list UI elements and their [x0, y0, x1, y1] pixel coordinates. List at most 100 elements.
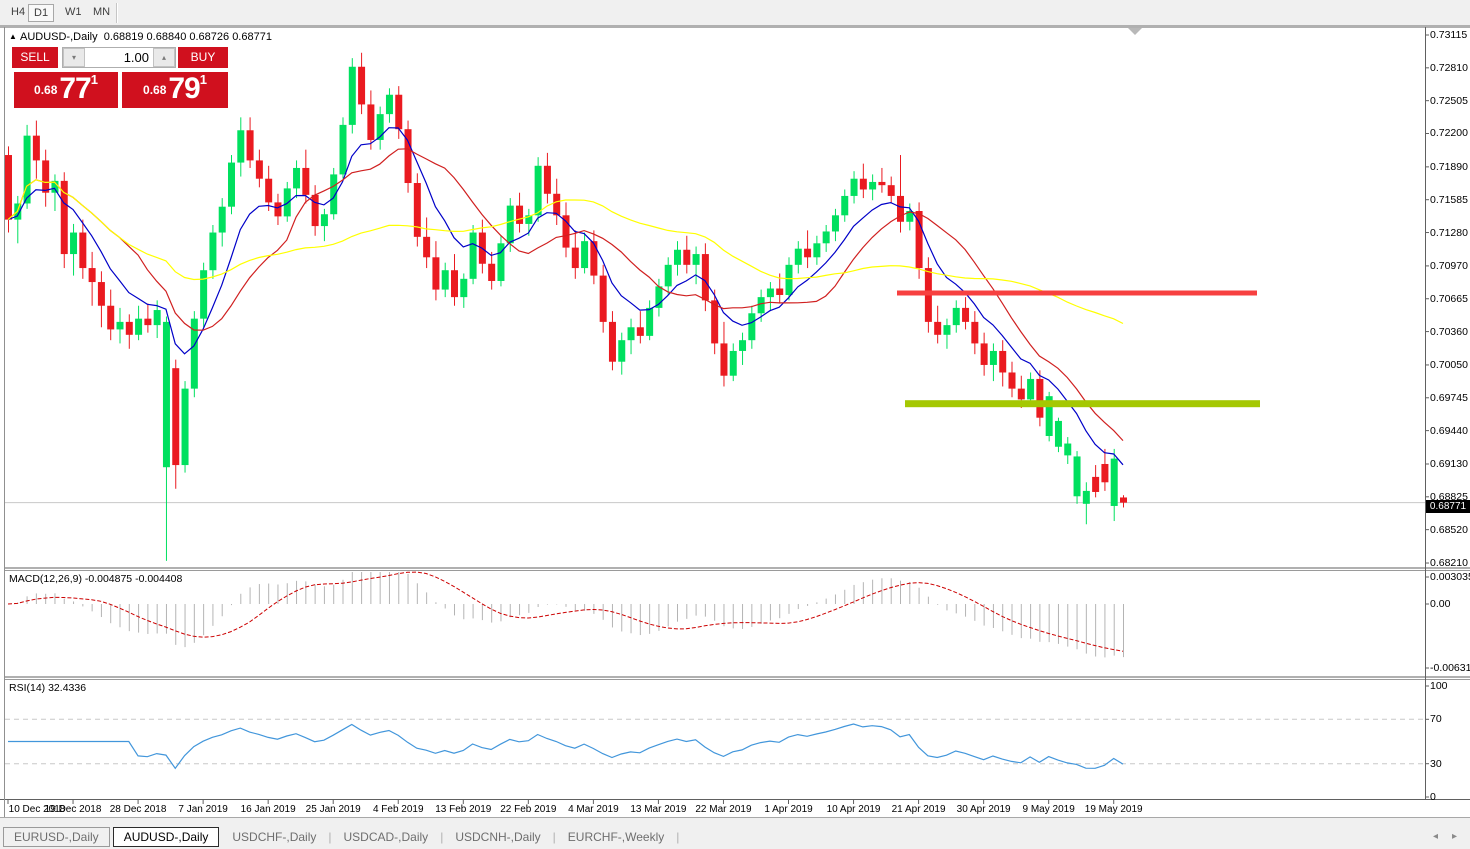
price-axis-label: 0.69130 [1430, 457, 1468, 470]
chart-tab-usdchf[interactable]: USDCHF-,Daily [232, 829, 317, 844]
date-axis-label: 19 May 2019 [1084, 804, 1143, 815]
date-axis-label: 25 Jan 2019 [305, 804, 361, 815]
candle-body [218, 206, 226, 233]
candle-body [23, 135, 31, 204]
date-axis-label: 19 Dec 2018 [44, 804, 102, 815]
candle-body [1064, 443, 1072, 456]
chart-shift-marker-icon [1128, 28, 1142, 35]
buy-price-button[interactable]: 0.68791 [122, 72, 228, 108]
timeframe-button-w1[interactable]: W1 [65, 6, 82, 18]
candle-body [228, 162, 236, 207]
candle-body [320, 214, 328, 227]
candle-body [153, 310, 161, 326]
chart-tab-usdcad[interactable]: USDCAD-,Daily [343, 829, 429, 844]
candle-body [822, 231, 830, 244]
candle-body [488, 263, 496, 281]
candle-body [1101, 463, 1109, 483]
candle-body [850, 178, 858, 196]
candle-body [869, 181, 877, 190]
candle-body [125, 321, 133, 335]
collapse-triangle-icon[interactable]: ▲ [9, 32, 17, 41]
price-axis-label: 0.71280 [1430, 226, 1468, 239]
candle-body [674, 249, 682, 265]
candle-body [516, 205, 524, 224]
buy-price-prefix: 0.68 [143, 83, 167, 97]
candle-body [952, 307, 960, 326]
macd-axis-max: 0.003035 [1430, 571, 1470, 583]
chart-ohlc-readout: 0.68819 0.68840 0.68726 0.68771 [103, 31, 272, 43]
candle-body [1082, 490, 1090, 504]
candle-body [302, 167, 310, 195]
candle-body [404, 129, 412, 184]
sell-button[interactable]: SELL [12, 47, 58, 68]
tab-scroll-left-icon[interactable]: ◂ [1432, 831, 1438, 842]
date-axis-label: 21 Apr 2019 [891, 804, 946, 815]
chart-tab-eurchf[interactable]: EURCHF-,Weekly [567, 829, 665, 844]
candle-body [943, 325, 951, 335]
date-axis-label: 7 Jan 2019 [178, 804, 228, 815]
candle-body [989, 350, 997, 365]
rsi-axis-label: 0 [1430, 791, 1436, 803]
candle-body [60, 180, 68, 255]
price-axis-label: 0.70050 [1430, 358, 1468, 371]
candle-body [367, 104, 375, 140]
candle-body [608, 321, 616, 362]
buy-button[interactable]: BUY [178, 47, 228, 68]
volume-decrement-icon[interactable]: ▾ [63, 48, 85, 67]
timeframe-button-d1[interactable]: D1 [28, 4, 55, 22]
candle-body [766, 288, 774, 298]
chart-tab-eurusd[interactable]: EURUSD-,Daily [3, 826, 110, 847]
candle-body [51, 180, 59, 193]
candle-body [664, 264, 672, 287]
chart-tab-usdcnh[interactable]: USDCNH-,Daily [455, 829, 541, 844]
candle-body [274, 202, 282, 217]
candle-body [1073, 456, 1081, 497]
price-axis-label: 0.70970 [1430, 259, 1468, 272]
chart-title: ▲ AUDUSD-,Daily 0.68819 0.68840 0.68726 … [9, 31, 272, 43]
candle-body [636, 327, 644, 336]
candle-body [107, 305, 115, 330]
current-price-tag: 0.68771 [1426, 499, 1470, 513]
candle-body [190, 318, 198, 389]
candle-body [255, 160, 263, 179]
one-click-trade-panel: SELL ▾ 1.00 ▴ BUY 0.68771 0.68791 [12, 47, 228, 109]
candle-body [506, 205, 514, 244]
chart-tab-audusd[interactable]: AUDUSD-,Daily [112, 826, 220, 847]
candle-body [237, 130, 245, 163]
timeframe-button-h4[interactable]: H4 [11, 6, 26, 18]
candle-body [1110, 458, 1118, 506]
timeframe-button-mn[interactable]: MN [93, 6, 111, 18]
sell-price-button[interactable]: 0.68771 [14, 72, 118, 108]
candle-body [599, 275, 607, 322]
candle-body [618, 340, 626, 362]
candle-body [971, 321, 979, 344]
candle-body [553, 193, 561, 216]
candle-body [358, 66, 366, 105]
candle-body [497, 243, 505, 281]
volume-increment-icon[interactable]: ▴ [153, 48, 175, 67]
rsi-label: RSI(14) 32.4336 [9, 682, 87, 694]
macd-signal-line [7, 571, 1124, 652]
buy-price-point: 1 [199, 72, 207, 87]
candle-body [999, 350, 1007, 373]
candle-body [293, 167, 301, 189]
candle-body [887, 185, 895, 196]
candle-body [720, 343, 728, 376]
candle-body [88, 268, 96, 283]
candle-body [859, 178, 867, 190]
buy-price-pips: 79 [168, 72, 200, 105]
rsi-line [8, 723, 1124, 770]
candle-body [1045, 396, 1053, 436]
candle-body [739, 340, 747, 351]
tab-scroll-right-icon[interactable]: ▸ [1451, 831, 1457, 842]
candle-body [804, 248, 812, 258]
candle-body [79, 232, 87, 269]
candle-body [878, 181, 886, 186]
date-axis-label: 16 Jan 2019 [240, 804, 296, 815]
date-axis-label: 9 May 2019 [1022, 804, 1075, 815]
candle-body [451, 270, 459, 298]
volume-input[interactable]: 1.00 [123, 50, 149, 65]
